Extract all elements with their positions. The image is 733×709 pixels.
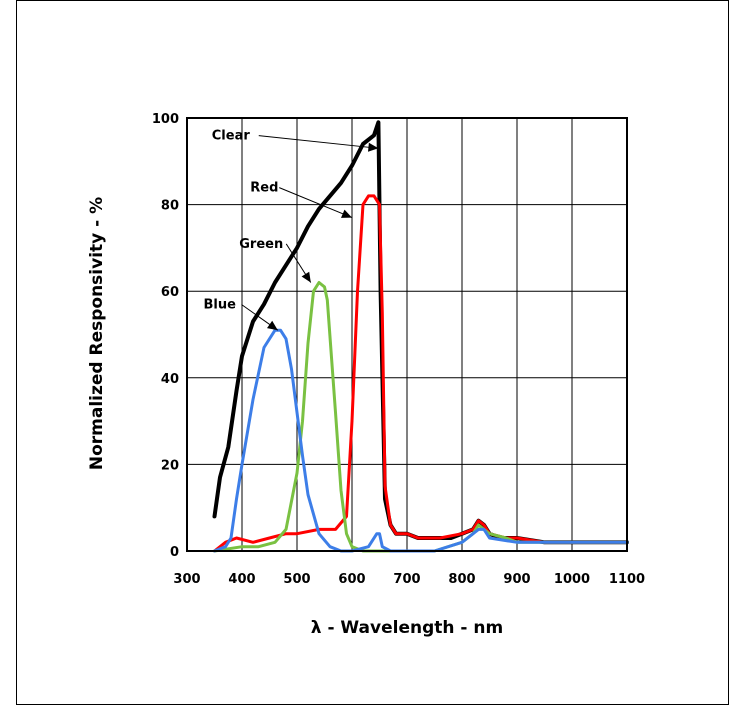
x-tick-label: 700: [393, 572, 420, 587]
annotation-label-blue: Blue: [204, 298, 237, 313]
annotation-label-red: Red: [250, 181, 278, 196]
annotation-label-green: Green: [239, 237, 283, 252]
x-tick-label: 800: [448, 572, 475, 587]
x-tick-label: 400: [228, 572, 255, 587]
series-line-blue: [213, 328, 629, 553]
y-tick-label: 80: [161, 199, 179, 214]
x-tick-label: 500: [283, 572, 310, 587]
x-tick-label: 300: [173, 572, 200, 587]
plot-area-border: [186, 117, 628, 552]
y-tick-label: 40: [161, 372, 179, 387]
y-tick-label: 60: [161, 285, 179, 300]
x-tick-labels: 300 400 500 600 700 800 900 1000 1100: [173, 572, 645, 587]
y-tick-label: 100: [152, 112, 179, 127]
y-tick-label: 0: [170, 545, 179, 560]
x-axis-title: λ - Wavelength - nm: [311, 618, 503, 638]
x-tick-label: 900: [503, 572, 530, 587]
annotation-arrowhead: [301, 271, 311, 283]
y-tick-label: 20: [161, 458, 179, 473]
series-line-green: [213, 281, 629, 553]
x-tick-label: 600: [338, 572, 365, 587]
x-tick-label: 1100: [609, 572, 645, 587]
annotation-label-clear: Clear: [212, 129, 251, 144]
y-tick-labels: 0 20 40 60 80 100: [152, 112, 179, 560]
annotations: Clear Red Green Blue: [204, 129, 379, 331]
annotation-arrowhead: [267, 320, 278, 331]
x-tick-label: 1000: [554, 572, 590, 587]
annotation-arrowhead: [341, 209, 352, 218]
annotation-arrowhead: [368, 142, 379, 152]
annotation-leader-line: [258, 135, 379, 149]
annotation-leader-line: [279, 187, 353, 219]
y-axis-title: Normalized Responsivity - %: [87, 197, 107, 470]
